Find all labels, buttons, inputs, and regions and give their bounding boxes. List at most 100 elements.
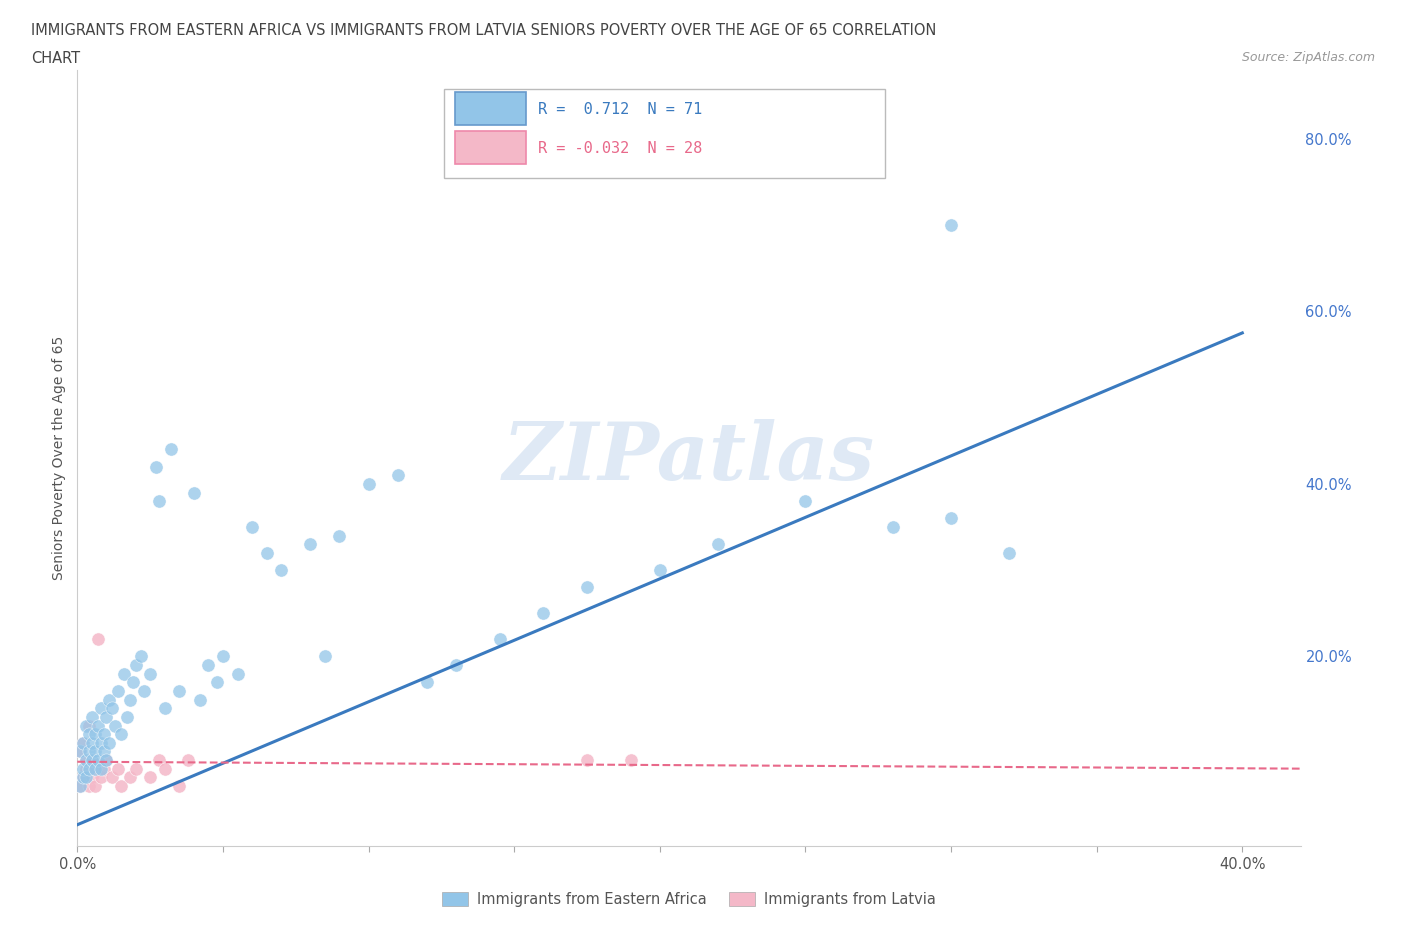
Point [72, 736, 94, 751]
Point [83, 778, 105, 793]
Point [87, 718, 110, 733]
Point [794, 494, 817, 509]
Point [707, 537, 730, 551]
Point [72, 736, 94, 751]
Point [488, 631, 510, 646]
Point [69, 744, 91, 759]
Point [80, 710, 103, 724]
Point [75, 770, 97, 785]
Point [90, 761, 112, 776]
Point [96, 710, 118, 724]
Point [444, 658, 467, 672]
Point [72, 770, 94, 785]
Legend: Immigrants from Eastern Africa, Immigrants from Latvia: Immigrants from Eastern Africa, Immigran… [436, 885, 942, 912]
Point [648, 563, 671, 578]
Point [121, 675, 143, 690]
Point [416, 675, 439, 690]
Point [93, 726, 115, 741]
Point [72, 761, 94, 776]
FancyBboxPatch shape [456, 131, 526, 164]
Point [169, 684, 191, 698]
Point [531, 606, 554, 621]
Point [148, 752, 170, 767]
Point [110, 726, 132, 741]
Point [77, 744, 100, 759]
Point [80, 752, 103, 767]
Point [77, 726, 100, 741]
Point [77, 778, 100, 793]
Point [80, 736, 103, 751]
Point [998, 546, 1021, 561]
Point [177, 752, 200, 767]
Point [153, 761, 176, 776]
Point [139, 770, 162, 785]
Text: Source: ZipAtlas.com: Source: ZipAtlas.com [1241, 51, 1375, 64]
Point [328, 528, 350, 543]
Point [124, 658, 146, 672]
Point [188, 692, 211, 707]
Point [75, 752, 97, 767]
Text: IMMIGRANTS FROM EASTERN AFRICA VS IMMIGRANTS FROM LATVIA SENIORS POVERTY OVER TH: IMMIGRANTS FROM EASTERN AFRICA VS IMMIGR… [31, 23, 936, 38]
Point [83, 726, 105, 741]
Point [148, 494, 170, 509]
Point [620, 752, 643, 767]
Point [118, 692, 141, 707]
Point [387, 468, 409, 483]
Point [98, 736, 121, 751]
Point [101, 701, 124, 716]
Point [101, 770, 124, 785]
Point [226, 666, 249, 681]
Point [96, 752, 118, 767]
Point [98, 692, 121, 707]
Point [134, 684, 156, 698]
Point [96, 752, 118, 767]
Point [90, 701, 112, 716]
Point [69, 778, 91, 793]
Point [110, 778, 132, 793]
Point [90, 736, 112, 751]
Point [212, 649, 235, 664]
Point [69, 744, 91, 759]
Point [80, 770, 103, 785]
Point [80, 752, 103, 767]
Point [115, 710, 138, 724]
Point [576, 752, 599, 767]
Point [69, 778, 91, 793]
FancyBboxPatch shape [444, 89, 884, 179]
Point [77, 718, 100, 733]
Point [72, 770, 94, 785]
Point [299, 537, 322, 551]
Point [270, 563, 292, 578]
Text: R =  0.712  N = 71: R = 0.712 N = 71 [538, 102, 703, 117]
Point [93, 761, 115, 776]
Point [153, 701, 176, 716]
Point [77, 761, 100, 776]
Point [882, 520, 904, 535]
Point [145, 459, 167, 474]
Point [183, 485, 205, 500]
Point [124, 761, 146, 776]
Point [107, 761, 129, 776]
Point [83, 761, 105, 776]
Point [139, 666, 162, 681]
Point [107, 684, 129, 698]
Point [357, 476, 380, 491]
Point [314, 649, 336, 664]
Point [169, 778, 191, 793]
Text: CHART: CHART [31, 51, 80, 66]
Point [256, 546, 278, 561]
Point [75, 761, 97, 776]
Point [939, 511, 962, 525]
Point [83, 761, 105, 776]
FancyBboxPatch shape [456, 92, 526, 125]
Point [197, 658, 219, 672]
Point [104, 718, 127, 733]
Point [112, 666, 135, 681]
Point [159, 442, 181, 457]
Point [87, 752, 110, 767]
Y-axis label: Seniors Poverty Over the Age of 65: Seniors Poverty Over the Age of 65 [52, 336, 66, 580]
Point [240, 520, 263, 535]
Point [75, 752, 97, 767]
Point [93, 744, 115, 759]
Point [205, 675, 228, 690]
